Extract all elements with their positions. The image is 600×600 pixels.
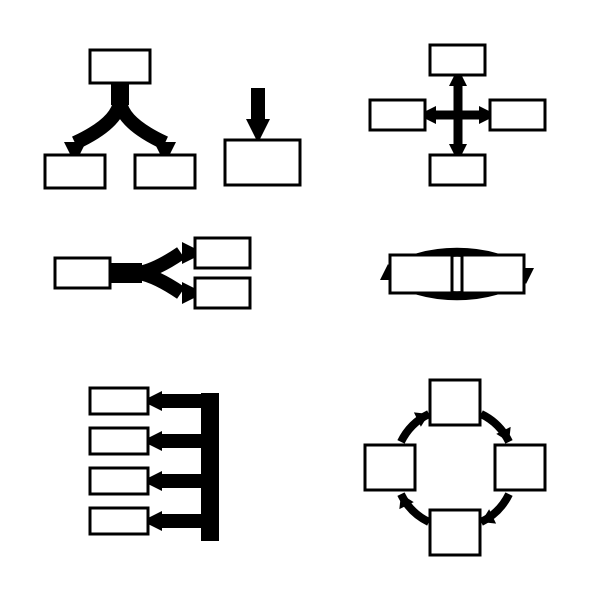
box [90,428,148,454]
box [365,445,415,490]
split-right-icon [55,238,250,308]
box [225,140,300,185]
box [495,445,545,490]
box [490,100,545,130]
box [195,238,250,268]
box [430,45,485,75]
cycle-four-icon [365,380,545,555]
box [430,155,485,185]
box [90,508,148,534]
arrow-down-box-icon [225,88,300,185]
box [462,255,524,293]
box [45,155,105,188]
box [90,388,148,414]
box [195,278,250,308]
box [370,100,425,130]
box [90,50,150,83]
list-four-icon [90,388,219,541]
box [390,255,452,293]
box [55,258,110,288]
diagram-icon-set [0,0,600,600]
box [430,510,480,555]
four-way-hub-icon [370,45,545,185]
box [430,380,480,425]
box [135,155,195,188]
cycle-two-icon [380,252,534,295]
hierarchy-split-down-icon [45,50,195,188]
box [90,468,148,494]
